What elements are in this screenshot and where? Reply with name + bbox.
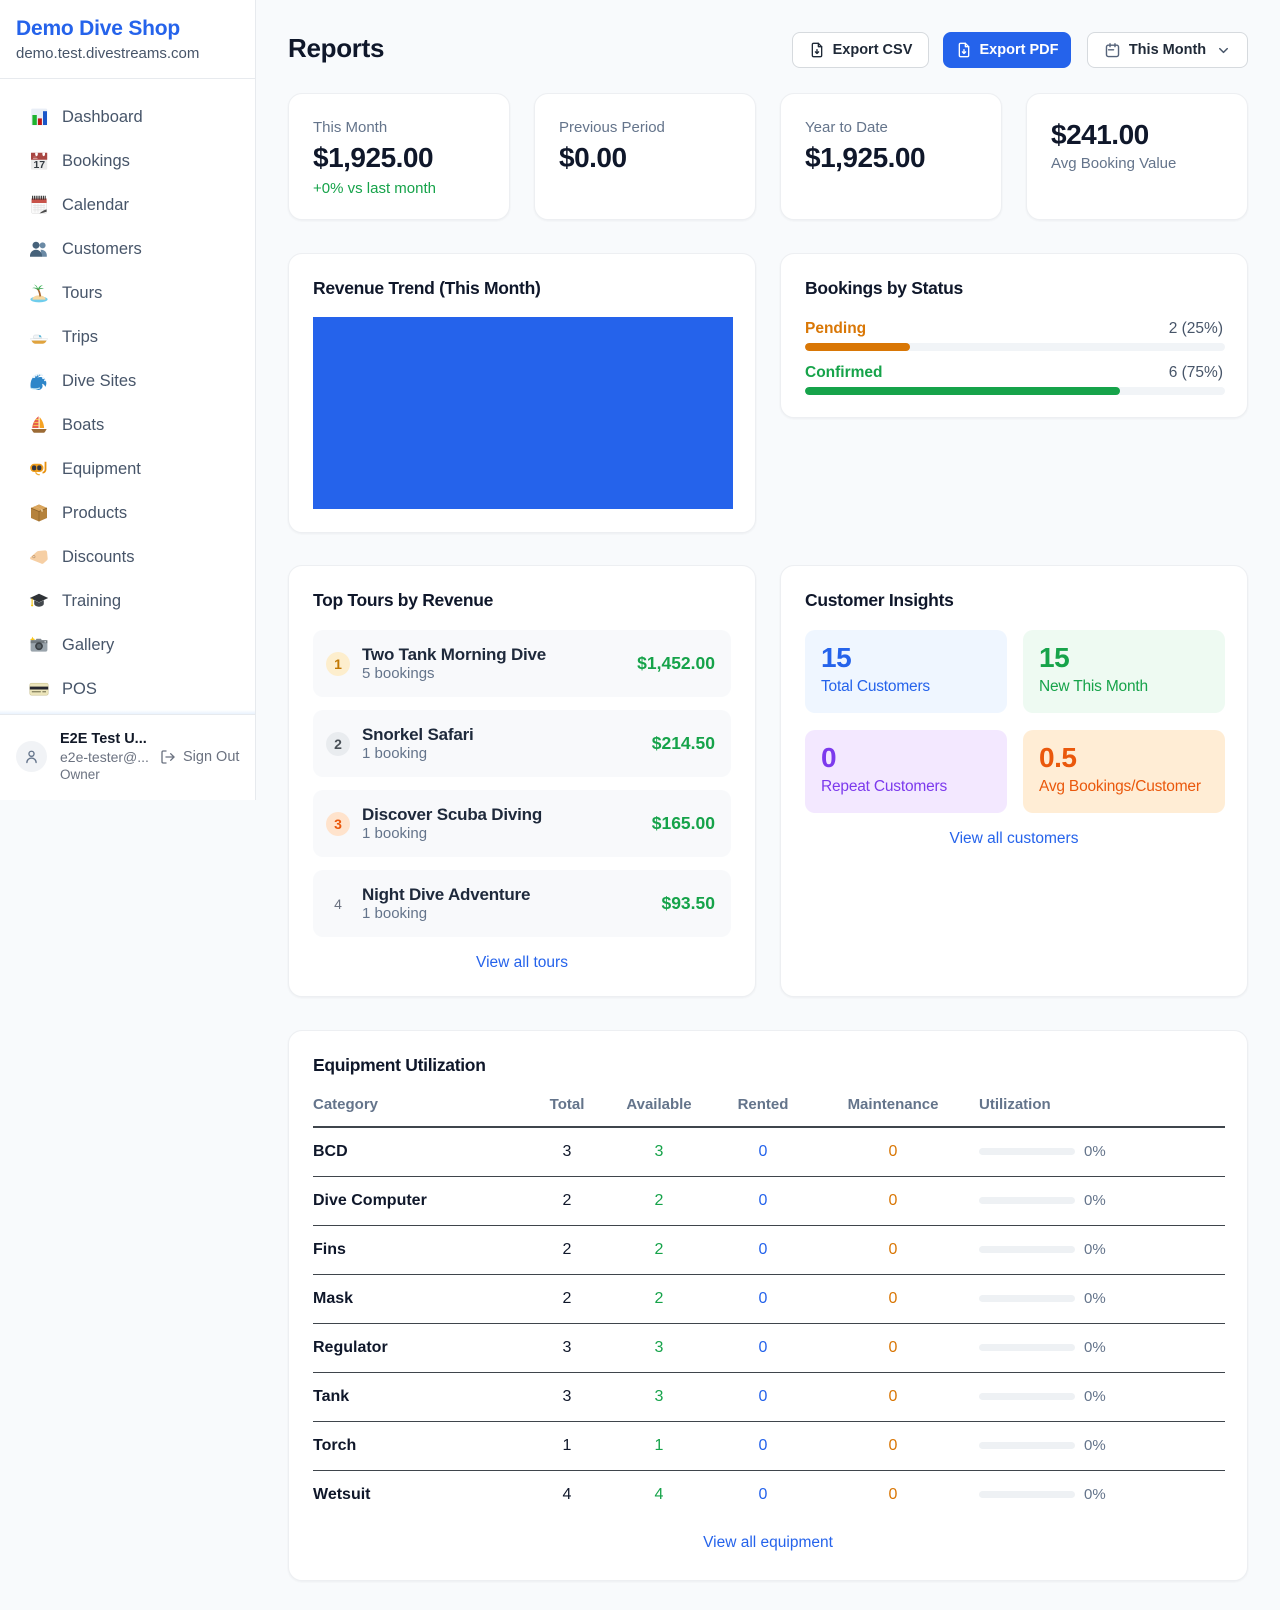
svg-text:17: 17 [33,159,45,171]
